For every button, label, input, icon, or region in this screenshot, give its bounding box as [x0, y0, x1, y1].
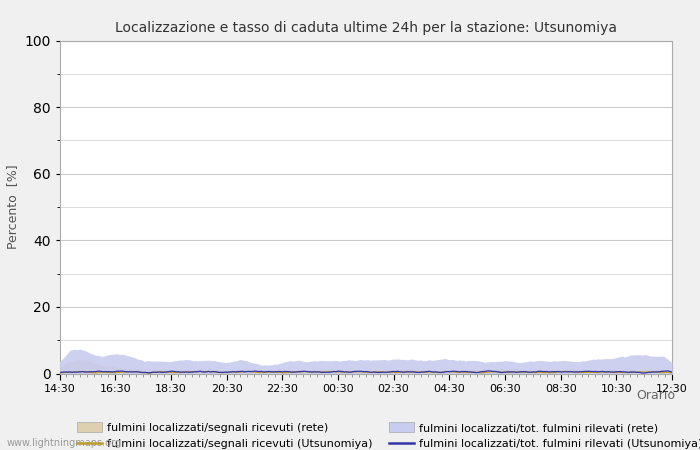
- Y-axis label: Percento  [%]: Percento [%]: [6, 165, 18, 249]
- Text: www.lightningmaps.org: www.lightningmaps.org: [7, 438, 122, 448]
- Legend: fulmini localizzati/segnali ricevuti (rete), fulmini localizzati/segnali ricevut: fulmini localizzati/segnali ricevuti (re…: [77, 423, 700, 450]
- Title: Localizzazione e tasso di caduta ultime 24h per la stazione: Utsunomiya: Localizzazione e tasso di caduta ultime …: [115, 21, 617, 35]
- Text: Orario: Orario: [636, 389, 676, 402]
